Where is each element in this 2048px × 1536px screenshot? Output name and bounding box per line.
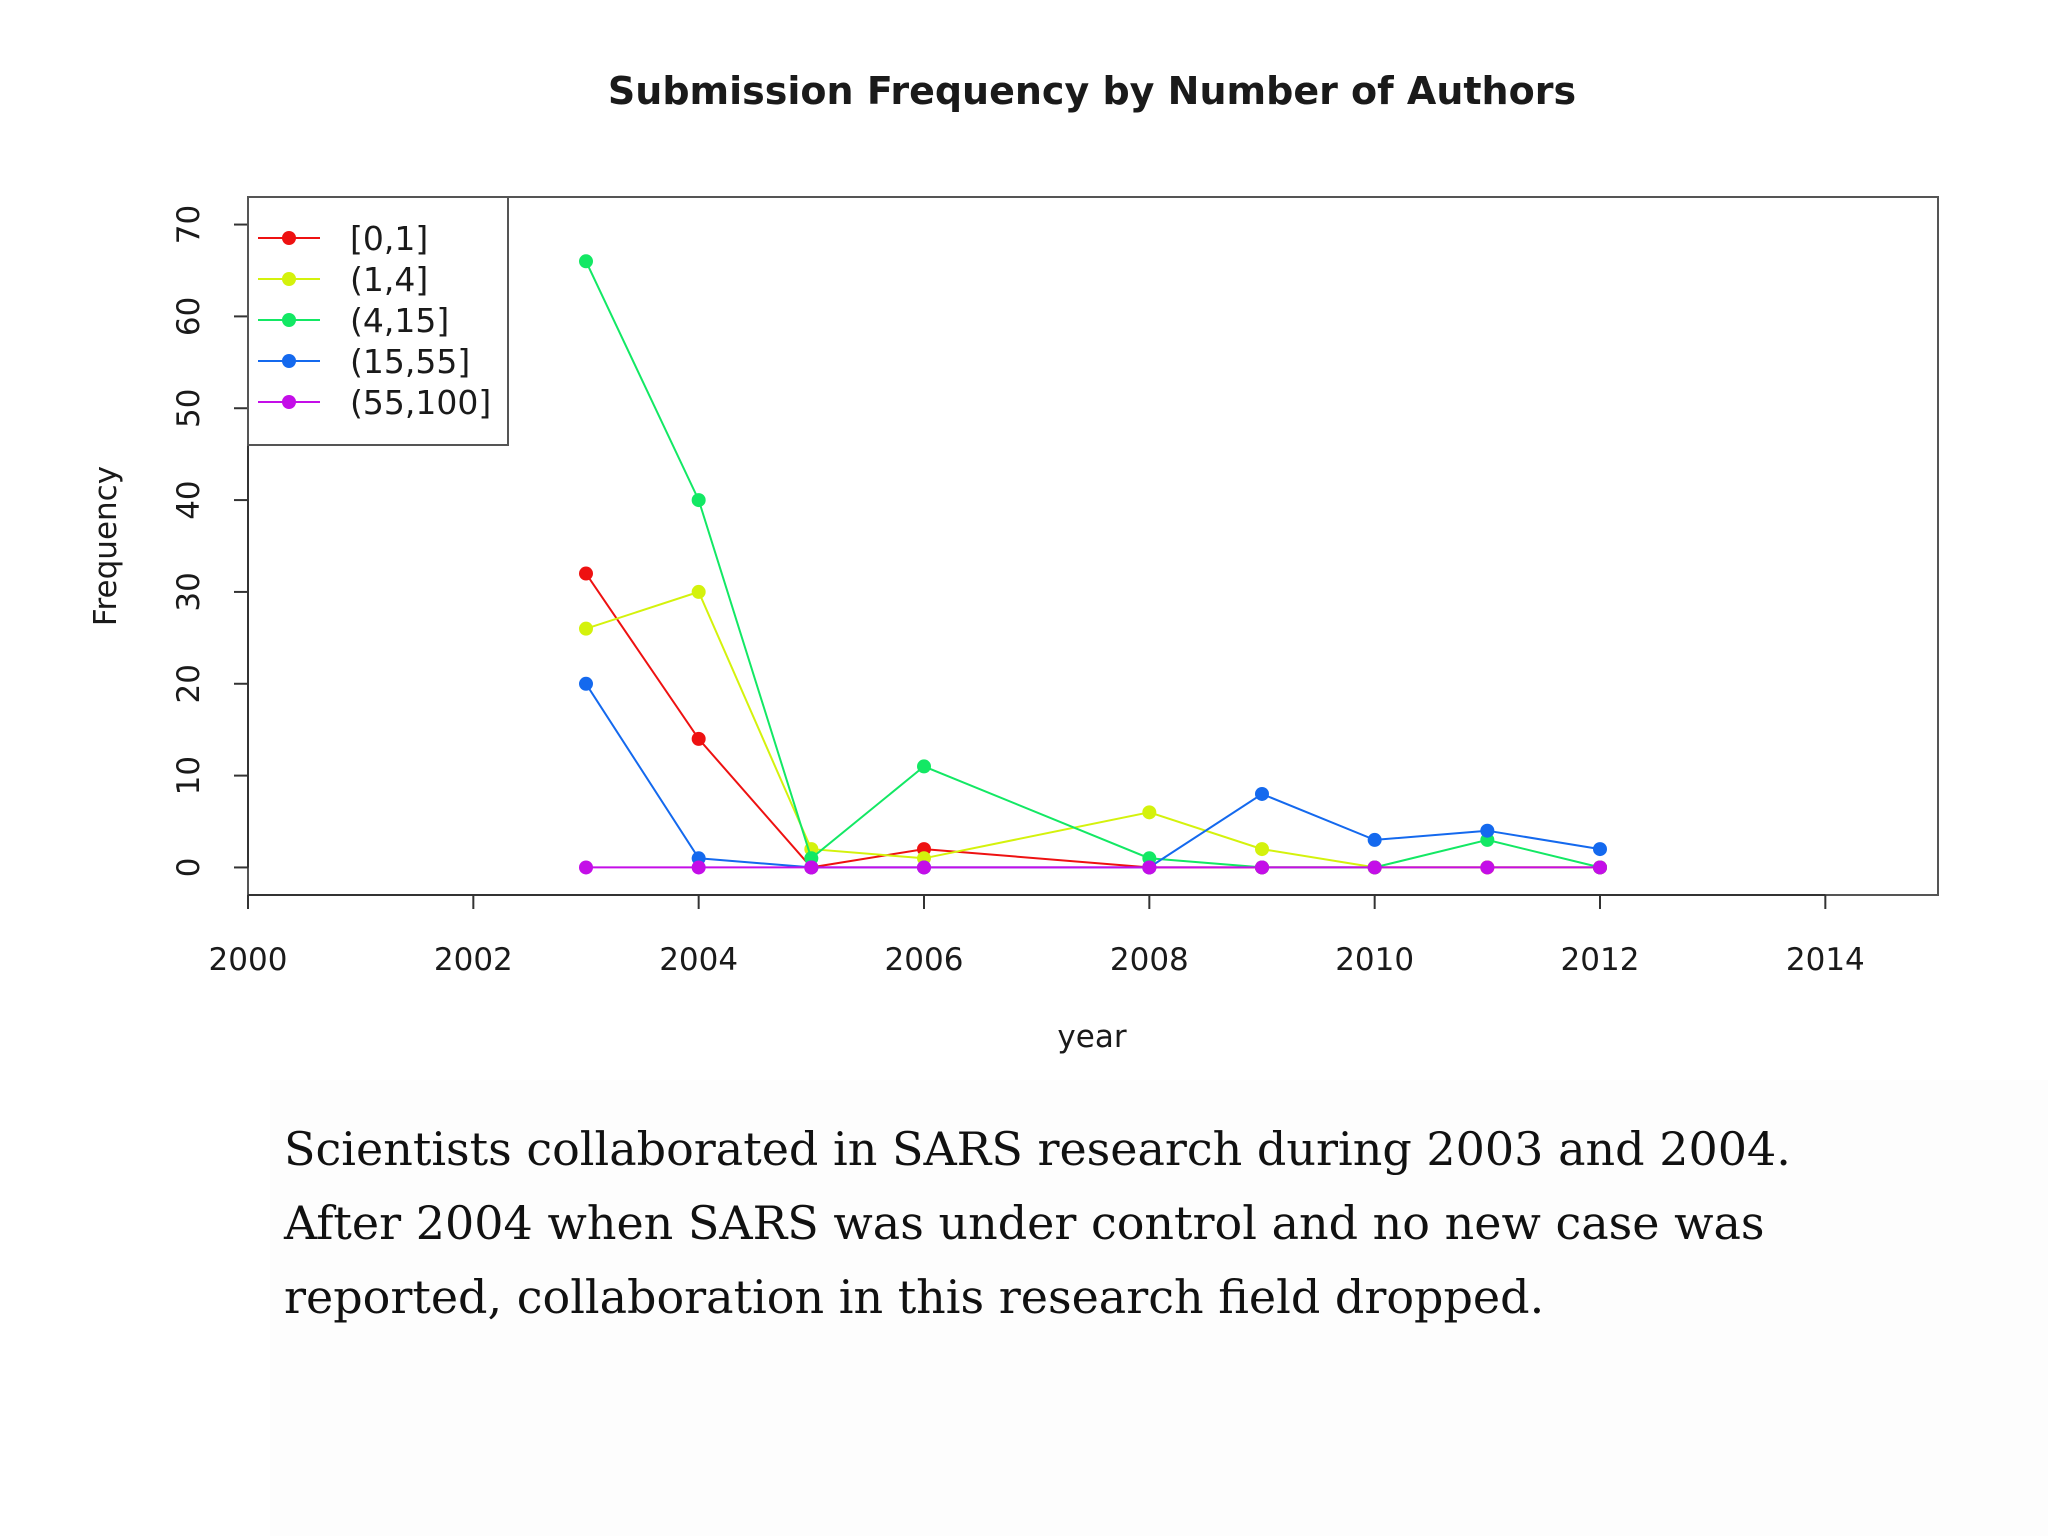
- legend-label: (15,55]: [350, 342, 470, 381]
- data-point: [691, 860, 706, 875]
- y-axis: 0 10 20 30 40 50 60 70: [171, 205, 249, 878]
- chart-svg: Submission Frequency by Number of Author…: [88, 69, 1939, 1055]
- x-tick-label: 2000: [209, 942, 288, 978]
- x-axis-label: year: [1057, 1019, 1126, 1055]
- legend-swatch-marker: [282, 354, 296, 368]
- legend-swatch-marker: [282, 231, 296, 245]
- data-point: [1593, 842, 1607, 857]
- y-tick-label: 50: [171, 389, 207, 428]
- x-tick-label: 2004: [659, 942, 738, 978]
- series-1: [579, 584, 1607, 875]
- y-tick-label: 60: [171, 297, 207, 336]
- legend-swatch-marker: [282, 395, 296, 409]
- data-point: [1255, 860, 1269, 875]
- data-point: [691, 584, 706, 599]
- chart-title: Submission Frequency by Number of Author…: [608, 69, 1576, 113]
- y-tick-label: 10: [171, 756, 207, 795]
- x-tick-label: 2002: [434, 942, 513, 978]
- x-tick-label: 2006: [885, 942, 964, 978]
- data-point: [1255, 842, 1269, 857]
- series-2: [579, 254, 1607, 875]
- data-point: [691, 731, 706, 746]
- y-tick-label: 0: [171, 858, 207, 878]
- chart-figure: Submission Frequency by Number of Author…: [88, 69, 1939, 1055]
- legend-swatch-marker: [282, 313, 296, 327]
- data-point: [917, 860, 931, 875]
- data-point: [804, 860, 819, 875]
- series-layer: [579, 254, 1607, 875]
- data-point: [579, 676, 593, 691]
- series-line: [585, 683, 1601, 869]
- series-4: [579, 860, 1607, 875]
- data-point: [579, 254, 593, 269]
- y-tick-label: 70: [171, 205, 207, 244]
- data-point: [1480, 823, 1495, 838]
- data-point: [691, 493, 706, 508]
- data-point: [1367, 832, 1382, 847]
- x-axis: 2000 2002 2004 2006 2008 2010 2012 2014: [209, 894, 1865, 978]
- data-point: [579, 621, 593, 636]
- x-tick-label: 2008: [1110, 942, 1189, 978]
- series-line: [585, 260, 1601, 869]
- x-tick-label: 2010: [1335, 942, 1414, 978]
- legend-label: (1,4]: [350, 260, 428, 299]
- y-tick-label: 30: [171, 572, 207, 611]
- data-point: [1367, 860, 1382, 875]
- series-line: [585, 590, 1600, 869]
- legend-label: (4,15]: [350, 301, 449, 340]
- caption-text: Scientists collaborated in SARS research…: [284, 1122, 1791, 1324]
- data-point: [1480, 860, 1495, 875]
- x-tick-label: 2012: [1561, 942, 1640, 978]
- data-point: [1593, 860, 1607, 875]
- legend-label: (55,100]: [350, 383, 491, 422]
- y-tick-label: 20: [171, 664, 207, 703]
- data-point: [579, 566, 593, 581]
- data-point: [917, 759, 931, 774]
- legend-swatch-marker: [282, 272, 296, 286]
- data-point: [1255, 786, 1269, 801]
- y-tick-label: 40: [171, 480, 207, 519]
- legend-label: [0,1]: [350, 219, 428, 258]
- data-point: [1142, 805, 1157, 820]
- legend: [0,1](1,4](4,15](15,55](55,100]: [247, 196, 509, 446]
- x-tick-label: 2014: [1786, 942, 1865, 978]
- y-axis-label: Frequency: [88, 466, 124, 626]
- series-3: [579, 676, 1607, 875]
- data-point: [579, 860, 593, 875]
- data-point: [1142, 860, 1157, 875]
